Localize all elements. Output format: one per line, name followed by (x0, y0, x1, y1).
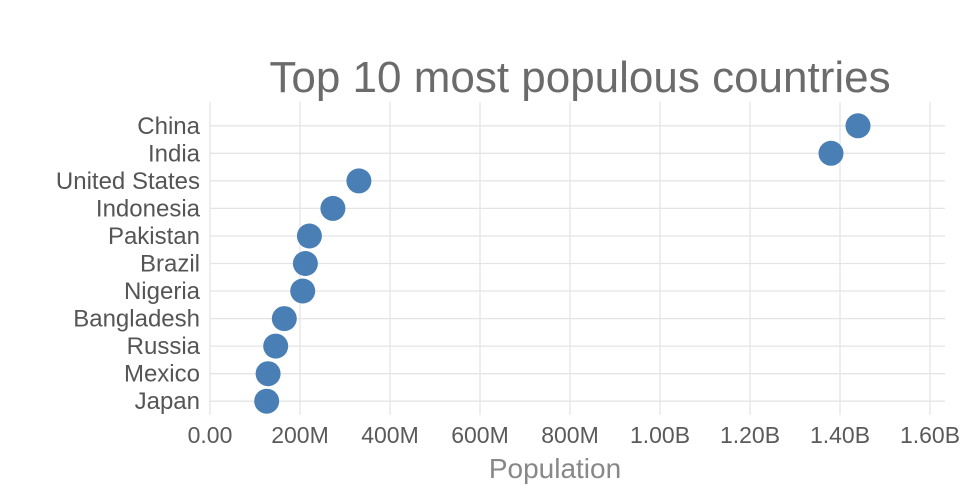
x-tick-label-200M: 200M (271, 422, 329, 448)
y-tick-label-united-states: United States (56, 168, 200, 195)
x-tick-label-0.00: 0.00 (188, 422, 233, 448)
chart-title: Top 10 most populous countries (269, 53, 890, 102)
x-tick-label-1.60B: 1.60B (900, 422, 960, 448)
y-tick-label-bangladesh: Bangladesh (73, 306, 200, 333)
x-tick-label-800M: 800M (541, 422, 599, 448)
x-tick-label-400M: 400M (361, 422, 419, 448)
data-point-china[interactable] (845, 113, 871, 139)
x-axis-tick-labels: 0.00 200M 400M 600M 800M 1.00B 1.20B 1.40B 1.60B (188, 422, 960, 448)
y-tick-label-mexico: Mexico (124, 361, 200, 388)
x-tick-label-1.20B: 1.20B (720, 422, 780, 448)
data-points (254, 113, 871, 414)
x-tick-label-1.00B: 1.00B (630, 422, 690, 448)
y-tick-label-india: India (148, 140, 201, 167)
data-point-united-states[interactable] (346, 168, 372, 194)
y-tick-label-nigeria: Nigeria (124, 278, 201, 305)
y-tick-label-indonesia: Indonesia (96, 195, 201, 222)
y-tick-label-china: China (137, 113, 200, 140)
x-axis-title: Population (489, 453, 621, 484)
data-point-japan[interactable] (254, 388, 280, 414)
data-point-indonesia[interactable] (320, 195, 346, 221)
data-point-pakistan[interactable] (296, 223, 322, 249)
data-point-brazil[interactable] (292, 251, 318, 276)
x-tick-label-600M: 600M (451, 422, 509, 448)
data-point-india[interactable] (818, 140, 844, 166)
y-tick-label-russia: Russia (127, 333, 201, 360)
data-point-russia[interactable] (263, 333, 289, 359)
x-tick-label-1.40B: 1.40B (810, 422, 870, 448)
data-point-mexico[interactable] (255, 361, 281, 387)
data-point-bangladesh[interactable] (271, 306, 297, 332)
y-tick-label-brazil: Brazil (140, 251, 200, 278)
horizontal-gridlines (210, 125, 945, 402)
y-tick-label-japan: Japan (135, 388, 200, 415)
y-tick-label-pakistan: Pakistan (108, 223, 200, 250)
data-point-nigeria[interactable] (290, 278, 316, 304)
